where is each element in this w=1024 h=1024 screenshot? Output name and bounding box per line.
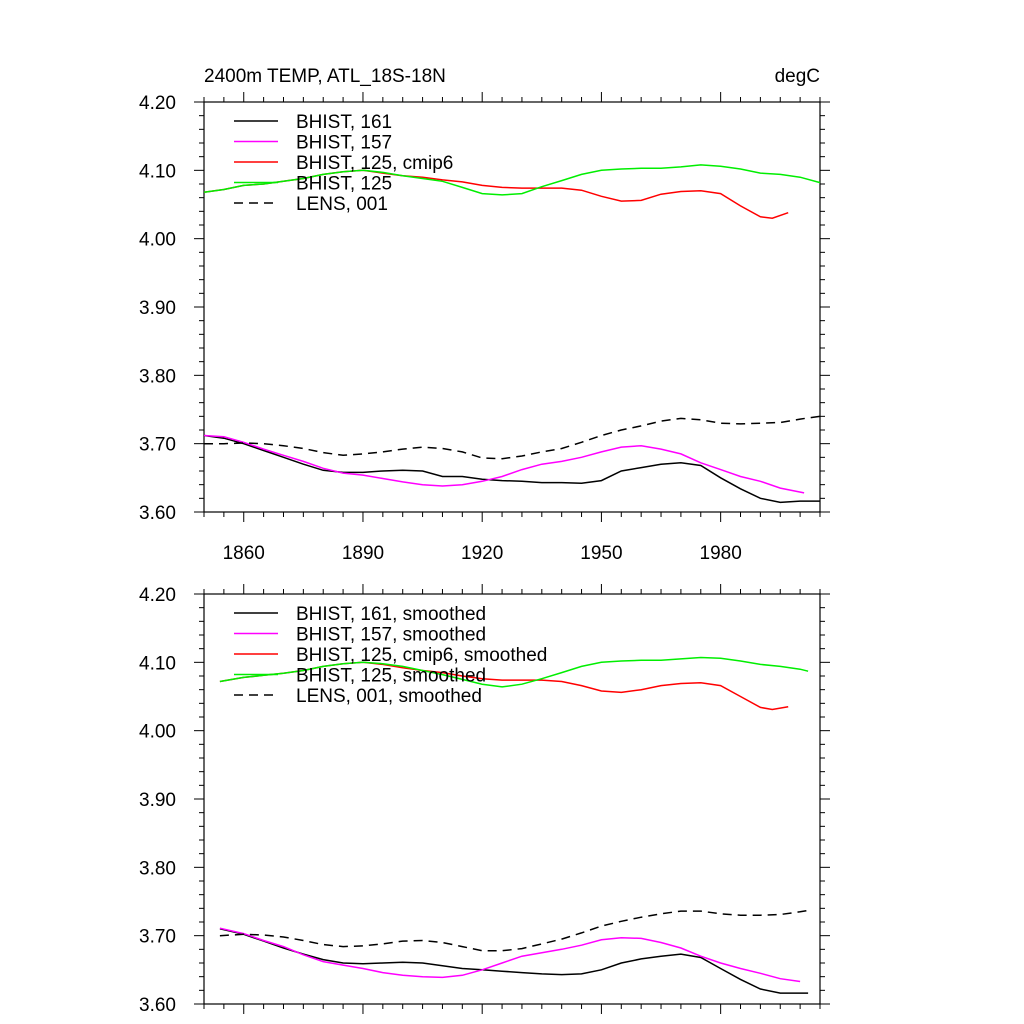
units-label: degC — [775, 66, 820, 87]
x-tick-label: 1860 — [223, 543, 265, 564]
y-tick-label: 3.90 — [139, 298, 176, 319]
x-tick-label: 1890 — [342, 543, 384, 564]
series-line — [219, 928, 809, 994]
y-tick-label: 3.80 — [139, 858, 176, 879]
figure-title: 2400m TEMP, ATL_18S-18N — [204, 66, 446, 87]
series-line — [219, 656, 809, 688]
x-tick-label: 1950 — [580, 543, 622, 564]
y-tick-label: 3.70 — [139, 927, 176, 948]
series-line — [204, 415, 821, 460]
series-line — [219, 909, 809, 952]
y-tick-label: 3.70 — [139, 435, 176, 456]
y-tick-label: 3.60 — [139, 503, 176, 524]
y-tick-label: 4.00 — [139, 230, 176, 251]
y-tick-label: 4.20 — [139, 93, 176, 114]
x-tick-label: 1920 — [461, 543, 503, 564]
y-tick-label: 3.60 — [139, 995, 176, 1016]
y-tick-label: 4.00 — [139, 722, 176, 743]
y-tick-label: 4.10 — [139, 653, 176, 674]
legend-label: BHIST, 161 — [296, 112, 392, 133]
top-panel: 3.60 3.70 3.80 3.90 4.00 4.10 4.20 1860 1890 1920… — [139, 92, 830, 564]
y-tick-label: 4.20 — [139, 585, 176, 606]
bottom-panel: 3.60 3.70 3.80 3.90 4.00 4.10 4.20 BHIST, 161, … — [139, 584, 830, 1016]
legend-label: BHIST, 161, smoothed — [296, 604, 486, 625]
legend-label: BHIST, 125 — [296, 174, 392, 195]
series-line — [203, 434, 805, 494]
legend-label: BHIST, 125, cmip6, smoothed — [296, 645, 547, 666]
legend-label: LENS, 001 — [296, 194, 388, 215]
legend-label: BHIST, 157, smoothed — [296, 625, 486, 646]
y-tick-label: 3.90 — [139, 790, 176, 811]
series-line — [203, 164, 821, 196]
legend-label: LENS, 001, smoothed — [296, 686, 482, 707]
y-tick-label: 3.80 — [139, 366, 176, 387]
series-line — [219, 927, 801, 983]
y-tick-label: 4.10 — [139, 161, 176, 182]
legend-label: BHIST, 125, smoothed — [296, 666, 486, 687]
x-tick-label: 1980 — [700, 543, 742, 564]
legend-label: BHIST, 157 — [296, 133, 392, 154]
series-line — [203, 434, 820, 504]
legend-label: BHIST, 125, cmip6 — [296, 153, 453, 174]
